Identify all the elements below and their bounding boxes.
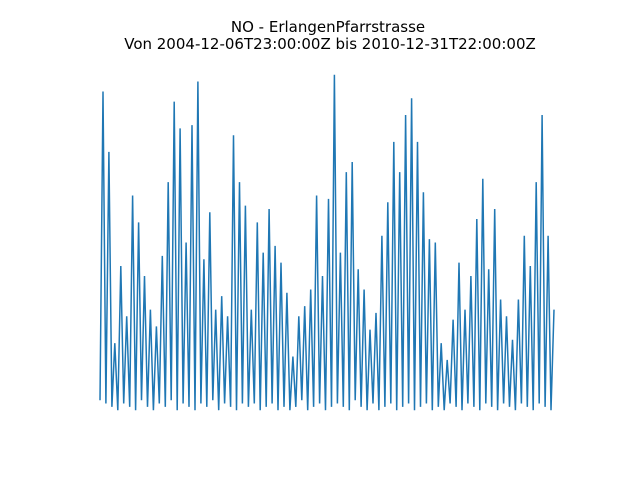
chart-title: NO - ErlangenPfarrstrasse (231, 18, 425, 36)
data-line (99, 74, 555, 411)
chart-subtitle: Von 2004-12-06T23:00:00Z bis 2010-12-31T… (124, 35, 536, 53)
